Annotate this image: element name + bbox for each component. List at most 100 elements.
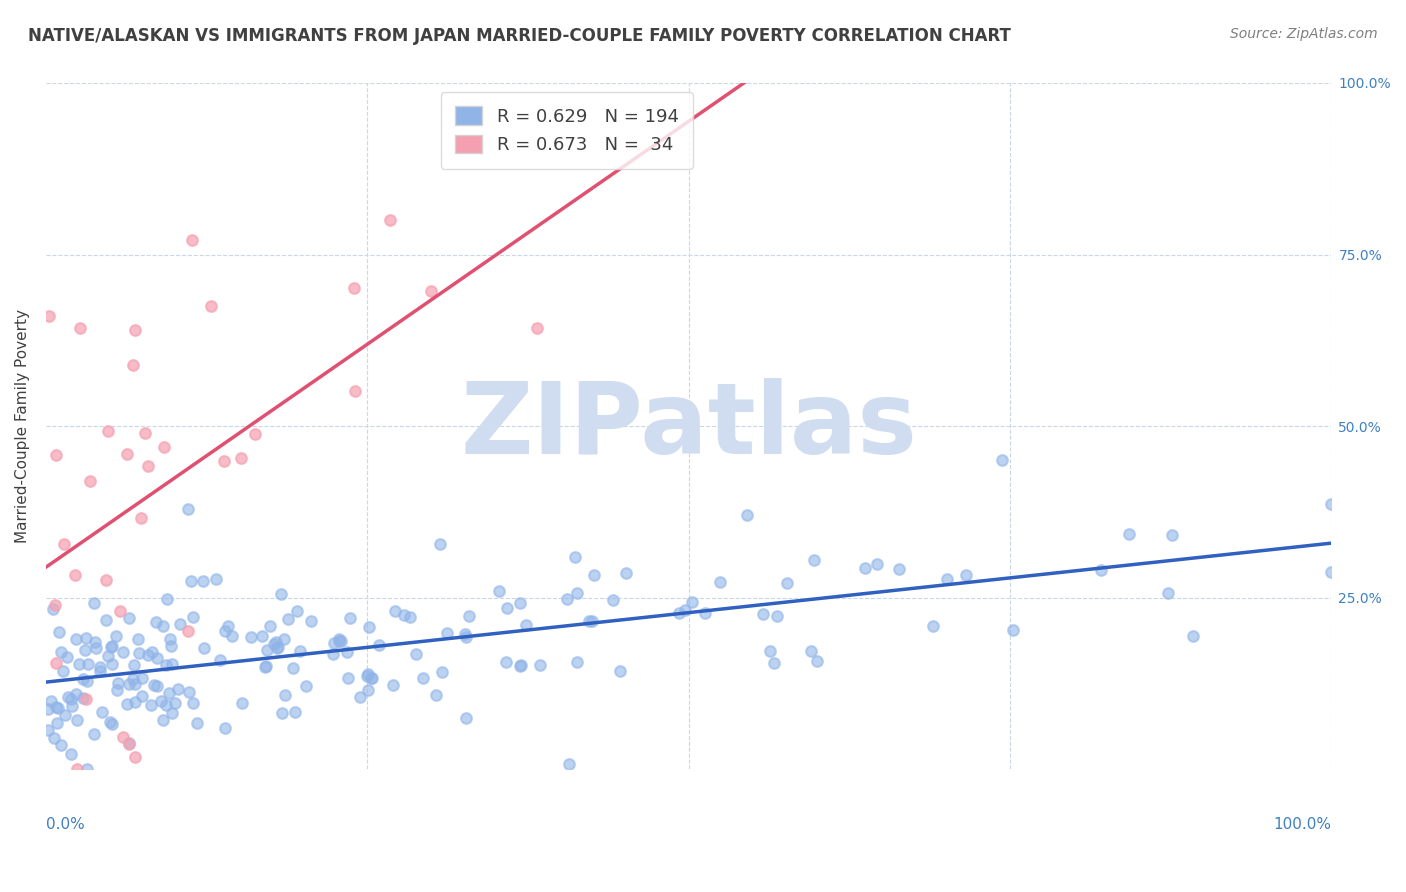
Point [66,713,89,727]
Point [381,678,404,692]
Legend: R = 0.629   N = 194, R = 0.673   N =  34: R = 0.629 N = 194, R = 0.673 N = 34 [440,92,693,169]
Point [100,657,122,672]
Point [155,658,177,673]
Point [136,459,159,474]
Point [131,671,153,685]
Text: 0.0%: 0.0% [46,817,84,832]
Point [270,586,292,600]
Point [46,716,69,731]
Point [1320,498,1343,512]
Point [181,696,204,710]
Point [360,671,382,685]
Point [101,717,124,731]
Point [84,641,107,656]
Point [453,627,475,641]
Point [37,702,59,716]
Point [221,629,243,643]
Point [128,646,150,660]
Point [65,632,87,647]
Point [65,687,87,701]
Point [581,614,603,628]
Text: 100.0%: 100.0% [1274,817,1331,832]
Point [124,750,146,764]
Point [806,654,828,668]
Point [177,684,200,698]
Point [339,611,361,625]
Point [495,601,517,615]
Point [127,632,149,646]
Point [108,604,131,618]
Point [328,632,350,646]
Point [66,762,89,776]
Point [180,574,202,588]
Point [454,711,477,725]
Point [117,677,139,691]
Point [429,537,451,551]
Point [155,698,177,713]
Point [267,640,290,654]
Point [330,634,353,648]
Point [609,664,631,678]
Point [73,643,96,657]
Point [361,671,384,685]
Point [193,640,215,655]
Point [368,638,391,652]
Point [118,736,141,750]
Point [153,441,176,455]
Point [776,576,799,591]
Point [115,698,138,712]
Point [204,572,226,586]
Point [208,652,231,666]
Point [124,677,146,691]
Point [264,634,287,648]
Point [142,677,165,691]
Point [323,636,346,650]
Point [38,309,60,323]
Point [183,610,205,624]
Point [1160,528,1182,542]
Point [290,644,312,658]
Point [1181,628,1204,642]
Point [45,448,67,462]
Point [509,659,531,673]
Point [177,624,200,639]
Point [134,425,156,440]
Point [157,685,180,699]
Point [936,573,959,587]
Point [436,626,458,640]
Point [245,426,267,441]
Point [412,672,434,686]
Point [145,615,167,629]
Point [69,321,91,335]
Point [766,608,789,623]
Point [60,698,83,713]
Point [100,640,122,655]
Point [44,731,66,746]
Point [458,609,481,624]
Point [256,643,278,657]
Point [167,682,190,697]
Point [378,213,401,227]
Point [922,619,945,633]
Point [124,323,146,337]
Point [75,692,97,706]
Point [65,568,87,582]
Point [146,679,169,693]
Point [75,631,97,645]
Point [555,592,578,607]
Point [240,631,263,645]
Point [299,614,322,628]
Point [526,321,548,335]
Point [45,656,67,670]
Point [1090,563,1112,577]
Point [488,584,510,599]
Point [150,694,173,708]
Point [53,708,76,723]
Point [335,645,357,659]
Point [752,607,775,622]
Point [46,701,69,715]
Point [162,657,184,672]
Point [420,284,443,298]
Point [349,690,371,704]
Point [343,384,366,398]
